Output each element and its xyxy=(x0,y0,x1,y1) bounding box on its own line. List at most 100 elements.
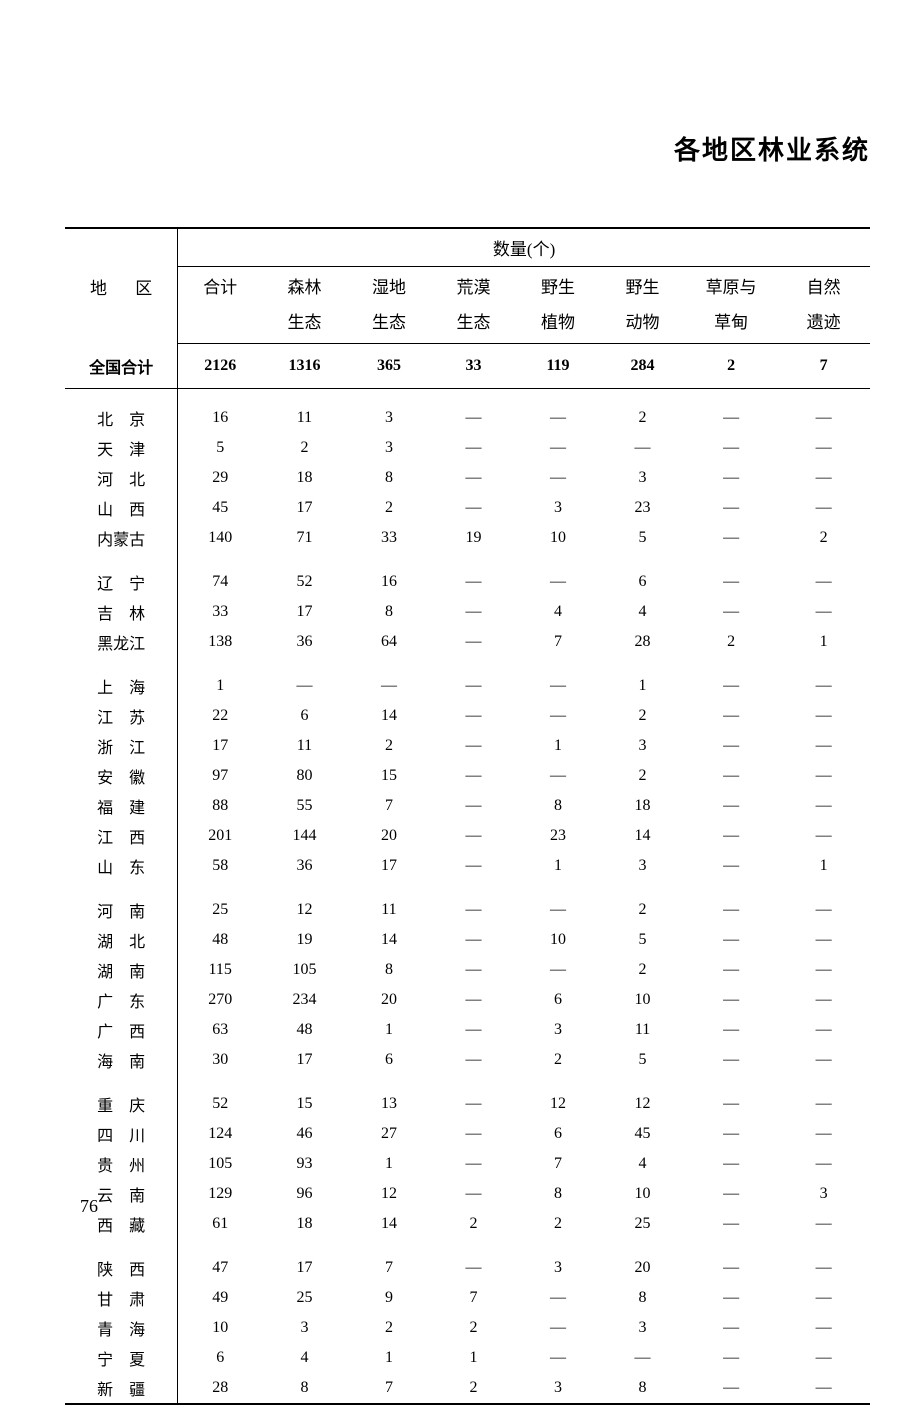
data-cell: — xyxy=(777,701,870,731)
data-cell: — xyxy=(777,925,870,955)
data-cell: 7 xyxy=(347,1373,432,1404)
table-row: 辽 宁745216——6—— xyxy=(65,567,870,597)
spacer-row xyxy=(65,388,870,403)
data-cell: 7 xyxy=(516,627,601,657)
data-cell: — xyxy=(777,1089,870,1119)
data-cell: 16 xyxy=(178,403,263,433)
header-col-7-line1: 自然 xyxy=(777,267,870,305)
data-cell: 11 xyxy=(347,895,432,925)
data-cell: — xyxy=(431,1179,516,1209)
data-cell: 36 xyxy=(262,851,347,881)
table-row: 甘 肃492597—8—— xyxy=(65,1283,870,1313)
region-cell: 天 津 xyxy=(65,433,178,463)
data-cell: — xyxy=(431,1119,516,1149)
data-cell: 8 xyxy=(516,791,601,821)
data-cell: — xyxy=(431,567,516,597)
data-cell: 5 xyxy=(178,433,263,463)
data-cell: — xyxy=(516,1343,601,1373)
data-cell: 11 xyxy=(262,403,347,433)
data-cell: — xyxy=(516,701,601,731)
data-cell: 2 xyxy=(431,1209,516,1239)
region-cell: 广 东 xyxy=(65,985,178,1015)
table-row: 重 庆521513—1212—— xyxy=(65,1089,870,1119)
data-cell: 10 xyxy=(600,985,685,1015)
data-cell: 15 xyxy=(347,761,432,791)
header-col-2-line2: 生态 xyxy=(347,304,432,344)
data-cell: 8 xyxy=(347,463,432,493)
data-cell: — xyxy=(685,1045,778,1075)
data-cell: — xyxy=(685,821,778,851)
region-cell: 青 海 xyxy=(65,1313,178,1343)
data-cell: 96 xyxy=(262,1179,347,1209)
region-cell: 河 北 xyxy=(65,463,178,493)
data-cell: — xyxy=(431,821,516,851)
data-cell: 140 xyxy=(178,523,263,553)
data-cell: 234 xyxy=(262,985,347,1015)
data-cell: — xyxy=(685,791,778,821)
data-cell: 129 xyxy=(178,1179,263,1209)
data-cell: 3 xyxy=(600,1313,685,1343)
total-label: 全国合计 xyxy=(65,344,178,389)
data-cell: — xyxy=(685,925,778,955)
data-cell: 2 xyxy=(600,403,685,433)
header-col-4-line1: 野生 xyxy=(516,267,601,305)
data-cell: 29 xyxy=(178,463,263,493)
data-cell: — xyxy=(777,1253,870,1283)
header-region: 地 区 xyxy=(65,228,178,344)
table-row: 山 西45172—323—— xyxy=(65,493,870,523)
data-cell: 3 xyxy=(516,493,601,523)
data-cell: 8 xyxy=(262,1373,347,1404)
header-col-1-line2: 生态 xyxy=(262,304,347,344)
data-cell: — xyxy=(777,1209,870,1239)
data-cell: 2 xyxy=(347,1313,432,1343)
data-cell: 2 xyxy=(600,895,685,925)
table-row: 浙 江17112—13—— xyxy=(65,731,870,761)
data-cell: 18 xyxy=(262,1209,347,1239)
header-col-3-line2: 生态 xyxy=(431,304,516,344)
data-cell: 30 xyxy=(178,1045,263,1075)
data-cell: — xyxy=(431,671,516,701)
data-cell: — xyxy=(347,671,432,701)
header-col-1-line1: 森林 xyxy=(262,267,347,305)
data-cell: — xyxy=(431,1045,516,1075)
data-cell: — xyxy=(431,1015,516,1045)
region-cell: 河 南 xyxy=(65,895,178,925)
data-cell: — xyxy=(777,597,870,627)
table-row: 上 海1————1—— xyxy=(65,671,870,701)
data-cell: 36 xyxy=(262,627,347,657)
data-cell: 10 xyxy=(516,925,601,955)
data-cell: 4 xyxy=(516,597,601,627)
data-cell: — xyxy=(431,1253,516,1283)
data-cell: — xyxy=(600,433,685,463)
data-cell: — xyxy=(685,1209,778,1239)
data-cell: — xyxy=(685,1179,778,1209)
data-cell: — xyxy=(431,851,516,881)
data-cell: 55 xyxy=(262,791,347,821)
data-cell: 3 xyxy=(516,1253,601,1283)
spacer-row xyxy=(65,657,870,671)
data-cell: — xyxy=(685,1119,778,1149)
data-cell: 14 xyxy=(347,701,432,731)
data-cell: 13 xyxy=(347,1089,432,1119)
data-cell: 1 xyxy=(777,851,870,881)
data-cell: — xyxy=(777,761,870,791)
data-cell: 17 xyxy=(262,597,347,627)
data-cell: 115 xyxy=(178,955,263,985)
data-cell: 3 xyxy=(600,851,685,881)
region-cell: 甘 肃 xyxy=(65,1283,178,1313)
data-cell: 1 xyxy=(600,671,685,701)
data-cell: 2 xyxy=(600,701,685,731)
data-cell: — xyxy=(431,627,516,657)
table-row: 贵 州105931—74—— xyxy=(65,1149,870,1179)
header-col-5-line2: 动物 xyxy=(600,304,685,344)
data-cell: — xyxy=(262,671,347,701)
data-cell: — xyxy=(431,701,516,731)
region-cell: 江 苏 xyxy=(65,701,178,731)
data-cell: — xyxy=(777,671,870,701)
data-cell: — xyxy=(685,1313,778,1343)
data-cell: — xyxy=(685,985,778,1015)
data-cell: 7 xyxy=(347,791,432,821)
data-cell: 8 xyxy=(600,1373,685,1404)
data-cell: 52 xyxy=(262,567,347,597)
data-cell: 11 xyxy=(262,731,347,761)
